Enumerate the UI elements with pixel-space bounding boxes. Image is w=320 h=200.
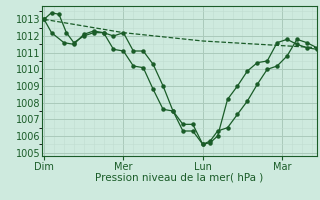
X-axis label: Pression niveau de la mer( hPa ): Pression niveau de la mer( hPa ) (95, 173, 263, 183)
